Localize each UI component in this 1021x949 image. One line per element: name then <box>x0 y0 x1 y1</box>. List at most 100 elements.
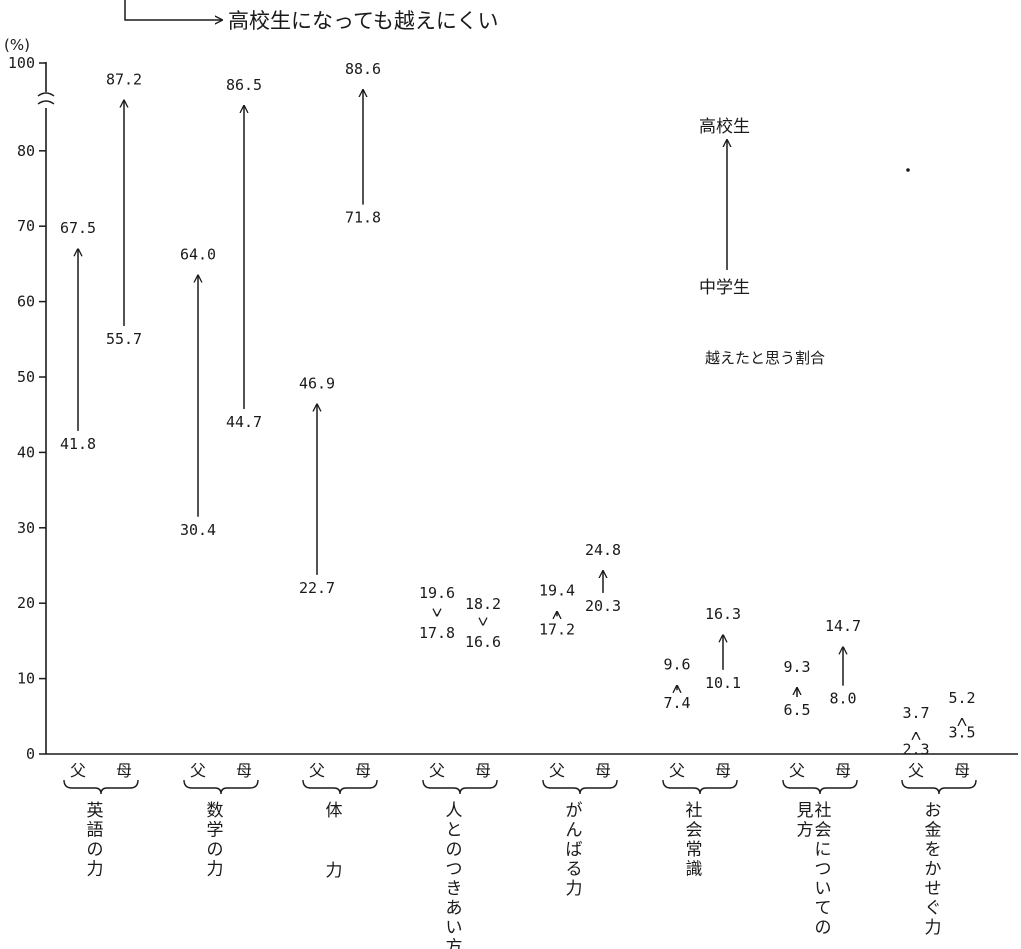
category-label-char: て <box>815 899 832 919</box>
category-label-char: 会 <box>815 821 832 841</box>
y-tick-label: 100 <box>8 54 35 72</box>
to-value-label: 9.6 <box>663 656 690 674</box>
from-value-label: 3.7 <box>902 704 929 722</box>
category-label-char: ん <box>566 821 583 841</box>
category-brace <box>662 779 738 795</box>
from-value-label: 30.4 <box>180 521 216 539</box>
legend-from-label: 中学生 <box>699 278 750 298</box>
category-label-char: せ <box>925 879 942 899</box>
axis-break-mark <box>37 92 55 105</box>
category-label-char: る <box>566 860 583 880</box>
category-label-char: 力 <box>207 860 224 880</box>
category-label-char: 方 <box>446 938 463 949</box>
from-value-label: 3.5 <box>948 724 975 742</box>
category-brace <box>183 779 259 795</box>
category-group: 22.7 46.9 父 71.8 88.6 母体力 <box>299 60 381 881</box>
category-label-char: 社 <box>686 801 703 821</box>
category-label-char: 会 <box>686 821 703 841</box>
category-label-char: 力 <box>566 879 583 899</box>
parent-label: 母 <box>835 761 851 780</box>
parent-label: 母 <box>715 761 731 780</box>
to-value-label: 19.4 <box>539 582 575 600</box>
category-label-char: に <box>815 840 832 860</box>
parent-label: 母 <box>475 761 491 780</box>
category-label-char: つ <box>815 860 832 880</box>
parent-label: 父 <box>549 761 565 780</box>
to-value-label: 46.9 <box>299 374 335 392</box>
category-label-char: 金 <box>925 821 942 841</box>
to-value-label: 16.3 <box>705 605 741 623</box>
category-label-char: 力 <box>925 918 942 938</box>
to-value-label: 17.8 <box>419 624 455 642</box>
category-label-char: 学 <box>207 821 224 841</box>
category-label-char: ば <box>566 840 583 860</box>
parent-label: 母 <box>954 761 970 780</box>
parent-label: 父 <box>789 761 805 780</box>
y-tick-label: 30 <box>17 519 35 537</box>
parent-label: 父 <box>309 761 325 780</box>
parent-label: 母 <box>116 761 132 780</box>
category-label-char: い <box>815 879 832 899</box>
category-label-char: 英 <box>87 801 104 821</box>
category-brace <box>302 779 378 795</box>
from-value-label: 17.2 <box>539 620 575 638</box>
y-tick-label: 0 <box>26 745 35 763</box>
category-brace <box>63 779 139 795</box>
top-note-group: 高校生になっても越えにくい <box>124 0 498 33</box>
legend-to-label: 高校生 <box>699 117 750 137</box>
parent-label: 父 <box>908 761 924 780</box>
y-ticks: 0 10 20 30 40 50 60 70 80 100 <box>8 54 46 763</box>
category-brace <box>542 779 618 795</box>
category-label-char: 力 <box>87 860 104 880</box>
y-tick-label: 60 <box>17 293 35 311</box>
from-value-label: 41.8 <box>60 435 96 453</box>
parent-label: 父 <box>190 761 206 780</box>
y-tick-label: 50 <box>17 368 35 386</box>
from-value-label: 6.5 <box>783 701 810 719</box>
to-value-label: 67.5 <box>60 219 96 237</box>
from-value-label: 55.7 <box>106 330 142 348</box>
from-value-label: 8.0 <box>829 690 856 708</box>
to-value-label: 9.3 <box>783 658 810 676</box>
y-tick-label: 10 <box>17 670 35 688</box>
to-value-label: 14.7 <box>825 617 861 635</box>
category-label-char: き <box>446 879 463 899</box>
category-label-char: の <box>446 840 463 860</box>
category-label-char: 識 <box>686 860 703 880</box>
category-label-char: 見 <box>797 801 814 821</box>
from-value-label: 10.1 <box>705 674 741 692</box>
category-label-char: 社 <box>815 801 832 821</box>
category-label-char: の <box>87 840 104 860</box>
from-value-label: 7.4 <box>663 694 690 712</box>
category-label-char: 方 <box>797 821 814 841</box>
y-unit-label: (%) <box>4 36 30 54</box>
y-tick-label: 20 <box>17 594 35 612</box>
to-value-label: 5.2 <box>948 689 975 707</box>
from-value-label: 18.2 <box>465 595 501 613</box>
category-brace <box>422 779 498 795</box>
category-label-char: の <box>207 840 224 860</box>
category-label-char: お <box>925 801 942 821</box>
legend-description: 越えたと思う割合 <box>705 349 825 367</box>
parent-label: 母 <box>355 761 371 780</box>
to-value-label: 2.3 <box>902 741 929 759</box>
chart-marks: 41.867.5父55.787.2母英語の力30.464.0父44.786.5母… <box>60 60 977 949</box>
category-label: 体 <box>326 801 343 821</box>
category-label-char: 数 <box>207 801 224 821</box>
category-brace <box>782 779 858 795</box>
to-value-label: 87.2 <box>106 71 142 89</box>
parent-label: 父 <box>669 761 685 780</box>
to-value-label: 86.5 <box>226 76 262 94</box>
parent-label: 母 <box>595 761 611 780</box>
parent-label: 父 <box>70 761 86 780</box>
category-label-char: と <box>446 821 463 841</box>
y-axis: (%) 0 10 20 30 40 50 60 70 80 100 <box>4 36 55 763</box>
parent-label: 父 <box>429 761 445 780</box>
category-label-char: 語 <box>87 821 104 841</box>
